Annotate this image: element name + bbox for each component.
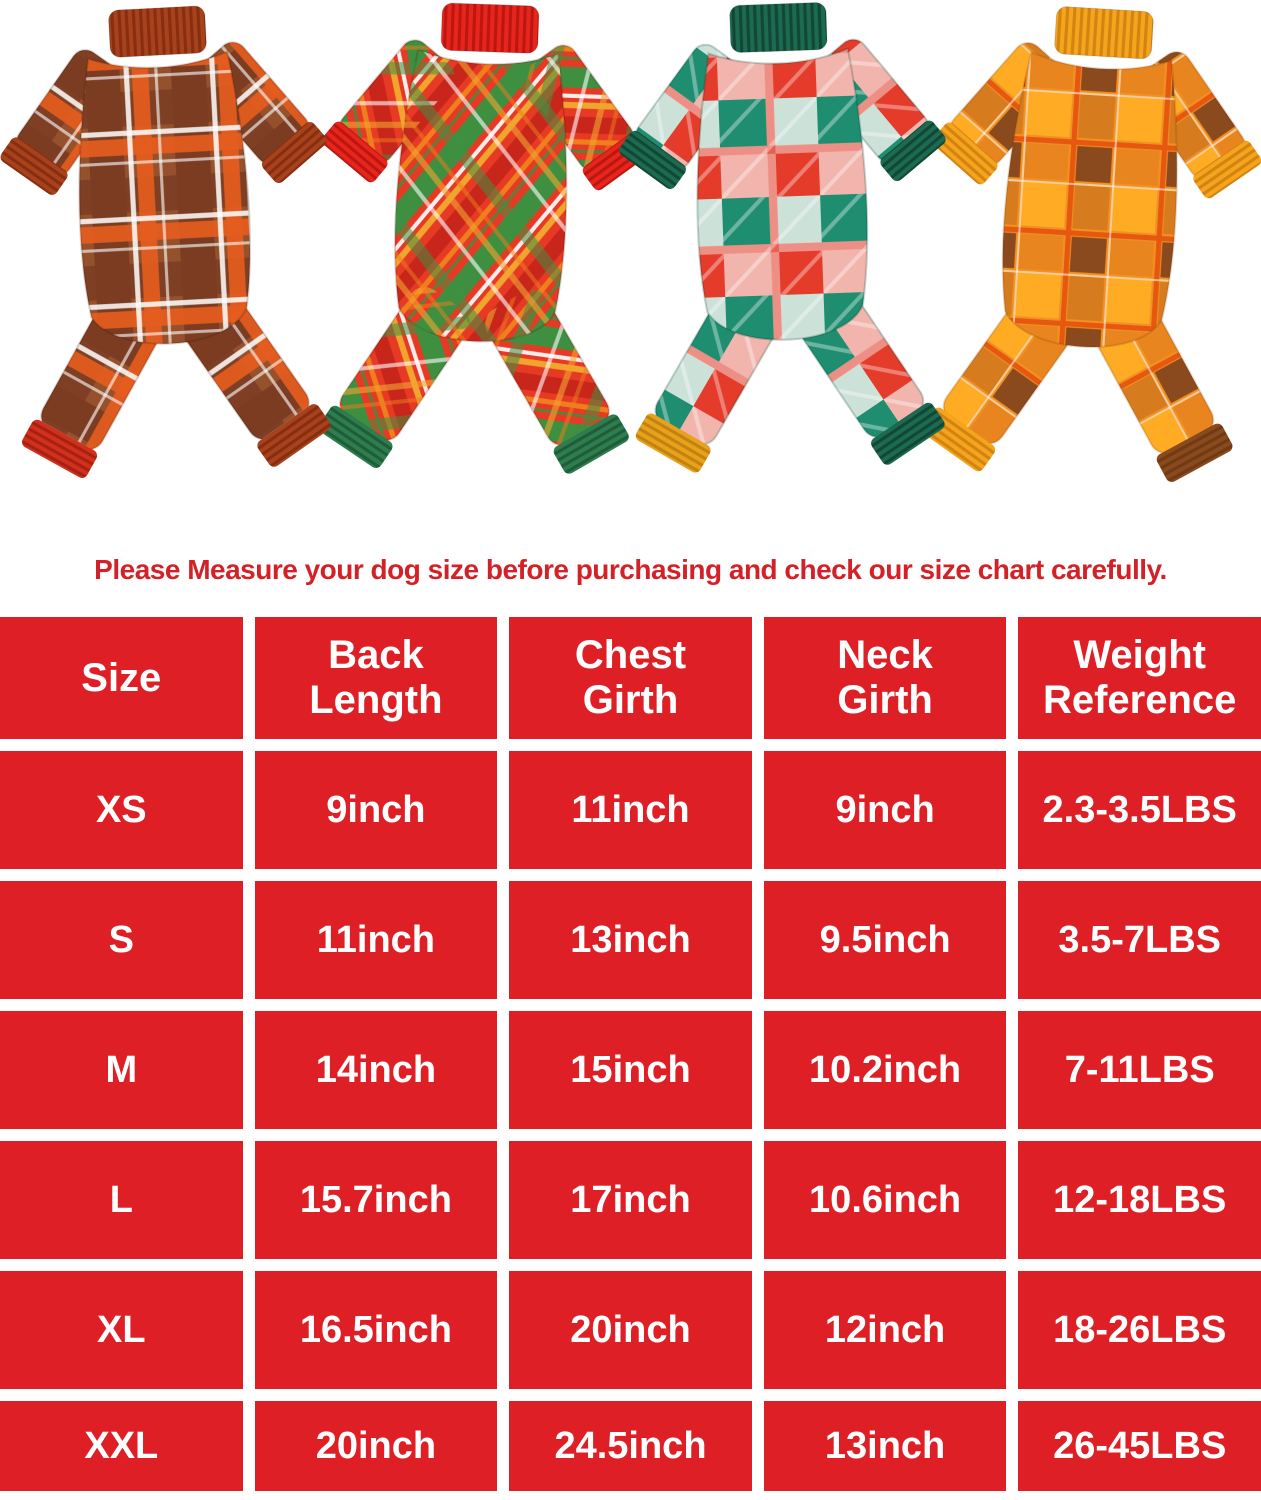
cell-m-size: M [0, 1011, 243, 1129]
pajama-collar [107, 5, 208, 59]
cell-xl-neck-girth: 12inch [763, 1271, 1007, 1389]
cell-s-weight: 3.5-7LBS [1018, 881, 1261, 999]
cell-xl-size: XL [0, 1271, 243, 1389]
cell-xxl-size: XXL [0, 1401, 243, 1491]
cell-xs-back-length: 9inch [254, 751, 498, 869]
cell-xl-back-length: 16.5inch [254, 1271, 498, 1389]
header-back-length: Back Length [254, 617, 498, 739]
pajama-body [625, 30, 946, 454]
cell-xs-size: XS [0, 751, 243, 869]
cell-xs-neck-girth: 9inch [763, 751, 1007, 869]
cell-s-back-length: 11inch [254, 881, 498, 999]
cell-l-neck-girth: 10.6inch [763, 1141, 1007, 1259]
cell-m-back-length: 14inch [254, 1011, 498, 1129]
cell-m-neck-girth: 10.2inch [763, 1011, 1007, 1129]
pajama-red-green-tartan [309, 0, 653, 509]
cell-l-back-length: 15.7inch [254, 1141, 498, 1259]
pajama-collar [728, 1, 828, 54]
pajama-orange-plaid [901, 0, 1261, 520]
cell-s-chest-girth: 13inch [509, 881, 752, 999]
size-chart-table: Size Back Length Chest Girth Neck Girth … [0, 617, 1261, 1491]
product-photo-banner [0, 0, 1261, 522]
header-neck-girth: Neck Girth [763, 617, 1007, 739]
pajama-collar [1053, 5, 1155, 60]
cell-xl-chest-girth: 20inch [509, 1271, 752, 1389]
cell-m-chest-girth: 15inch [509, 1011, 752, 1129]
cell-m-weight: 7-11LBS [1018, 1011, 1261, 1129]
cell-l-size: L [0, 1141, 243, 1259]
header-chest-girth: Chest Girth [509, 617, 752, 739]
pajama-body [5, 31, 333, 460]
cell-xxl-back-length: 20inch [254, 1401, 498, 1491]
cell-xs-chest-girth: 11inch [509, 751, 752, 869]
pajama-collar [440, 2, 540, 55]
cell-xxl-chest-girth: 24.5inch [509, 1401, 752, 1491]
cell-s-neck-girth: 9.5inch [763, 881, 1007, 999]
cell-l-weight: 12-18LBS [1018, 1141, 1261, 1259]
header-weight-reference: Weight Reference [1018, 617, 1261, 739]
cell-l-chest-girth: 17inch [509, 1141, 752, 1259]
header-size: Size [0, 617, 243, 739]
cell-s-size: S [0, 881, 243, 999]
pajama-body [924, 31, 1258, 466]
pajama-brown-plaid [0, 0, 336, 514]
size-notice: Please Measure your dog size before purc… [94, 553, 1167, 585]
cell-xxl-weight: 26-45LBS [1018, 1401, 1261, 1491]
pajama-green-white-plaid [613, 0, 950, 507]
cell-xxl-neck-girth: 13inch [763, 1401, 1007, 1491]
cell-xs-weight: 2.3-3.5LBS [1018, 751, 1261, 869]
cell-xl-weight: 18-26LBS [1018, 1271, 1261, 1389]
